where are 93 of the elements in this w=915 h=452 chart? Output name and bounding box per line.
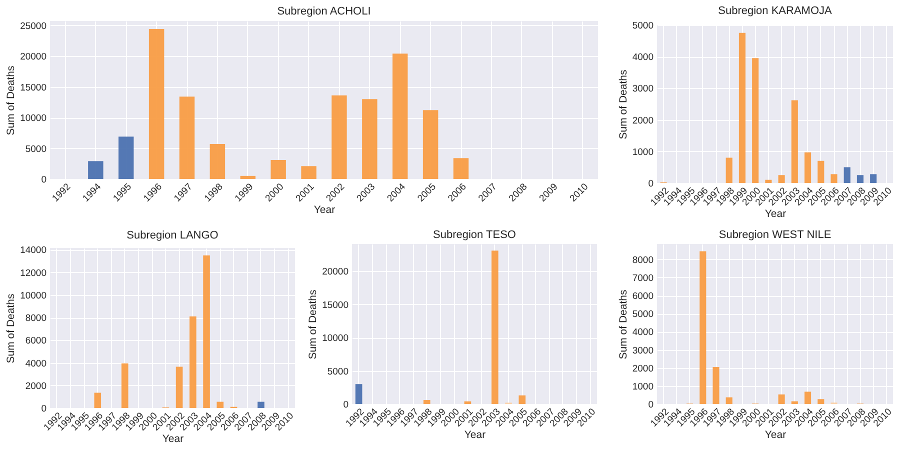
y-tick-label: 5000 (25, 144, 46, 155)
y-tick-label: 7000 (632, 272, 654, 284)
chart-title: Subregion KARAMOJA (718, 5, 833, 17)
bar (423, 400, 430, 404)
bar (844, 167, 850, 183)
y-axis-title: Sum of Deaths (5, 294, 18, 364)
bar (791, 100, 798, 183)
y-axis-title: Sum of Deaths (307, 290, 320, 360)
y-tick-label: 20000 (322, 266, 348, 278)
bar (492, 250, 498, 404)
bar (804, 392, 812, 404)
bar (332, 95, 347, 179)
bar (118, 136, 134, 179)
y-tick-label: 5000 (632, 20, 654, 32)
x-axis-title: Year (764, 429, 787, 442)
bar (240, 176, 256, 179)
bar (422, 110, 438, 179)
x-axis-title: Year (314, 204, 336, 216)
bar (258, 402, 264, 408)
bar (738, 32, 746, 183)
x-axis-title: Year (162, 433, 184, 446)
bar (392, 54, 408, 179)
y-tick-label: 6000 (25, 336, 46, 347)
y-tick-label: 14000 (20, 245, 46, 256)
y-tick-label: 4000 (25, 358, 46, 370)
y-tick-label: 20000 (20, 52, 46, 63)
y-axis-title: Sum of Deaths (617, 290, 630, 360)
y-tick-label: 0 (343, 400, 348, 410)
y-tick-label: 8000 (632, 254, 654, 266)
bar (765, 180, 772, 183)
y-tick-label: 2000 (632, 363, 654, 374)
y-tick-label: 1000 (632, 146, 654, 158)
y-tick-label: 25000 (20, 20, 46, 32)
y-tick-label: 0 (648, 400, 654, 410)
bar (818, 160, 824, 183)
bar (830, 174, 838, 183)
bar (210, 144, 226, 179)
chart-title: Subregion WEST NILE (718, 229, 832, 241)
y-tick-label: 0 (41, 404, 46, 414)
y-tick-label: 6000 (632, 291, 654, 302)
bar (778, 175, 785, 183)
y-tick-label: 5000 (327, 366, 348, 378)
bar (726, 397, 732, 404)
bar (203, 255, 210, 408)
y-tick-label: 3000 (632, 345, 654, 356)
bar (148, 28, 164, 179)
chart-title: Subregion TESO (433, 229, 516, 241)
x-axis-title: Year (464, 429, 486, 442)
bar (818, 399, 824, 404)
y-tick-label: 0 (648, 178, 654, 190)
bar (778, 394, 785, 404)
chart-title: Subregion ACHOLI (277, 5, 371, 18)
y-tick-label: 4000 (632, 52, 654, 64)
bar (121, 363, 128, 408)
bar (712, 366, 720, 404)
bar (752, 58, 759, 183)
bar (94, 392, 102, 408)
x-axis-title: Year (764, 208, 787, 220)
bar (270, 160, 286, 179)
bar (362, 99, 378, 179)
y-tick-label: 2000 (632, 115, 654, 126)
bar (190, 316, 196, 408)
bar (804, 152, 812, 183)
bar (301, 166, 316, 179)
y-tick-label: 0 (41, 174, 46, 186)
y-tick-label: 5000 (632, 309, 654, 320)
y-tick-label: 15000 (322, 300, 348, 311)
y-tick-label: 3000 (632, 84, 654, 95)
bar (464, 401, 472, 404)
y-tick-label: 4000 (632, 327, 654, 338)
bar (88, 161, 104, 179)
bar (791, 401, 798, 404)
y-axis-title: Sum of Deaths (5, 66, 18, 136)
y-tick-label: 12000 (20, 268, 46, 279)
bar (856, 175, 864, 183)
y-tick-label: 1000 (632, 381, 654, 392)
bar (518, 395, 526, 404)
bar (216, 402, 224, 408)
y-tick-label: 2000 (25, 380, 46, 392)
y-tick-label: 10000 (20, 290, 46, 302)
bar (355, 384, 362, 404)
y-axis-title: Sum of Deaths (617, 70, 630, 140)
bar (726, 158, 732, 183)
y-tick-label: 8000 (25, 313, 46, 324)
bar (179, 96, 195, 179)
bar (700, 251, 706, 404)
y-tick-label: 10000 (20, 113, 46, 124)
bar (453, 158, 469, 179)
bar (870, 174, 877, 183)
bar (176, 366, 183, 408)
chart-title: Subregion LANGO (126, 230, 219, 242)
y-tick-label: 10000 (322, 333, 348, 344)
y-tick-label: 15000 (20, 82, 46, 94)
